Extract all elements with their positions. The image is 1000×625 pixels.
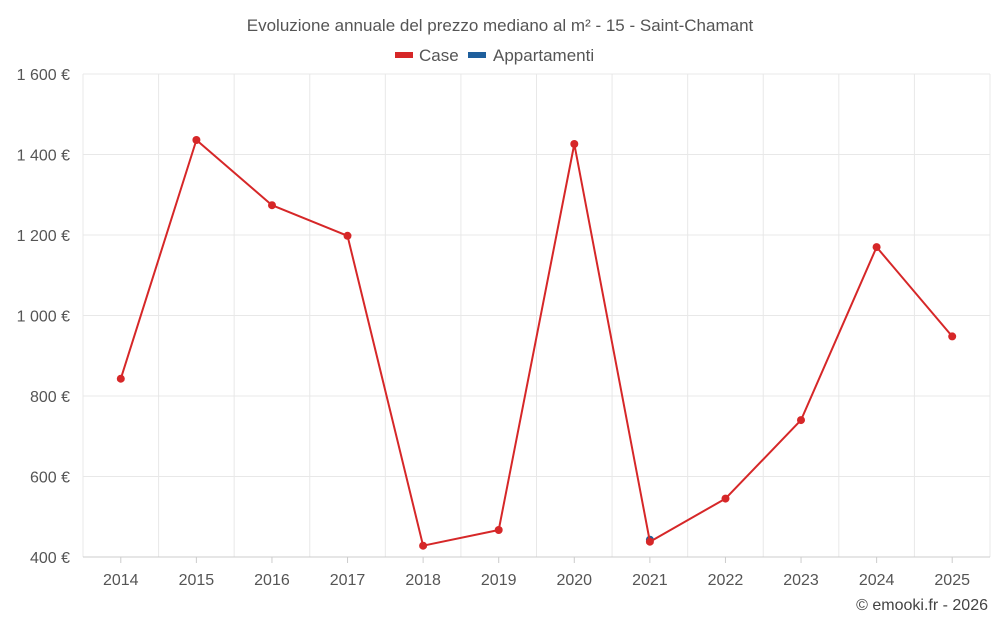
legend-label-appartamenti: Appartamenti — [493, 46, 594, 65]
data-point-case-2014[interactable] — [116, 374, 125, 383]
data-point-case-2018[interactable] — [419, 541, 428, 550]
data-point-case-2024[interactable] — [872, 243, 881, 252]
x-tick-label: 2019 — [481, 572, 517, 589]
x-tick-label: 2024 — [859, 572, 895, 589]
x-tick-label: 2017 — [330, 572, 366, 589]
data-point-case-2025[interactable] — [948, 332, 957, 341]
data-point-case-2017[interactable] — [343, 231, 352, 240]
legend-swatch-appartamenti — [468, 52, 486, 58]
legend-item-case[interactable]: Case — [395, 46, 459, 65]
legend-swatch-case — [395, 52, 413, 58]
x-tick-label: 2025 — [934, 572, 970, 589]
data-point-case-2019[interactable] — [494, 526, 503, 534]
data-point-case-2022[interactable] — [721, 494, 730, 503]
series-line-case — [119, 139, 953, 547]
data-point-case-2015[interactable] — [192, 136, 201, 144]
y-tick-label: 1 000 € — [17, 309, 70, 326]
x-tick-label: 2022 — [708, 572, 744, 589]
data-point-case-2016[interactable] — [268, 201, 276, 210]
y-tick-label: 1 400 € — [17, 148, 70, 165]
x-tick-label: 2015 — [179, 572, 215, 589]
legend: Case Appartamenti — [395, 46, 594, 65]
x-tick-label: 2016 — [254, 572, 290, 589]
y-tick-label: 800 € — [30, 389, 70, 406]
grid — [82, 73, 991, 558]
x-tick-label: 2020 — [556, 572, 592, 589]
credit-text: © emooki.fr - 2026 — [856, 597, 988, 614]
legend-label-case: Case — [419, 46, 459, 65]
chart-title: Evoluzione annuale del prezzo mediano al… — [247, 16, 754, 35]
x-tick-label: 2018 — [405, 572, 441, 589]
x-tick-label: 2021 — [632, 572, 668, 589]
legend-item-appartamenti[interactable]: Appartamenti — [468, 46, 594, 65]
x-tick-label: 2014 — [103, 572, 139, 589]
y-tick-label: 600 € — [30, 470, 70, 487]
y-tick-label: 1 200 € — [17, 228, 70, 245]
data-point-case-2023[interactable] — [797, 416, 805, 425]
data-point-case-2021[interactable] — [645, 537, 654, 546]
axes: 400 € 600 € 800 € 1 000 € 1 200 € 1 400 € 1 60… — [17, 67, 990, 589]
y-tick-label: 1 600 € — [17, 67, 70, 84]
data-point-case-2020[interactable] — [570, 140, 579, 148]
series — [116, 136, 957, 550]
x-tick-label: 2023 — [783, 572, 819, 589]
y-tick-label: 400 € — [30, 550, 70, 567]
